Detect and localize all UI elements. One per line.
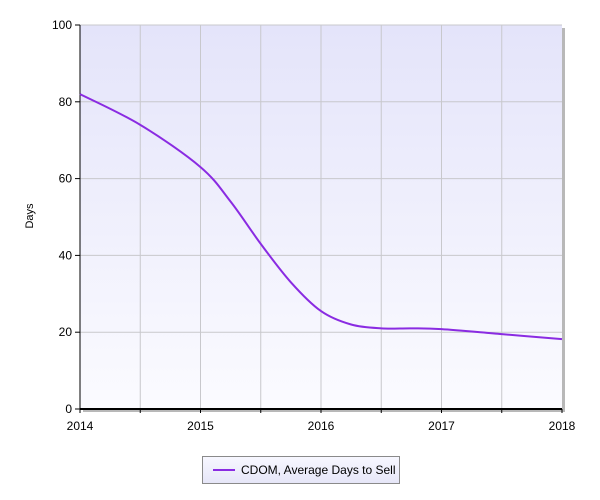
y-tick-label: 0 <box>65 402 72 416</box>
y-tick-label: 60 <box>59 172 73 186</box>
x-tick-label: 2017 <box>428 419 455 433</box>
legend: CDOM, Average Days to Sell <box>202 456 400 484</box>
x-tick-label: 2014 <box>67 419 94 433</box>
x-tick-label: 2016 <box>308 419 335 433</box>
y-tick-label: 20 <box>59 325 73 339</box>
y-tick-label: 40 <box>59 248 73 262</box>
series-line <box>79 93 563 341</box>
y-axis-title: Days <box>24 203 36 229</box>
x-tick-label: 2018 <box>549 419 576 433</box>
y-tick-label: 80 <box>59 95 73 109</box>
legend-swatch <box>213 469 235 471</box>
legend-label: CDOM, Average Days to Sell <box>241 463 396 477</box>
y-tick-label: 100 <box>52 18 72 32</box>
x-tick-label: 2015 <box>187 419 214 433</box>
